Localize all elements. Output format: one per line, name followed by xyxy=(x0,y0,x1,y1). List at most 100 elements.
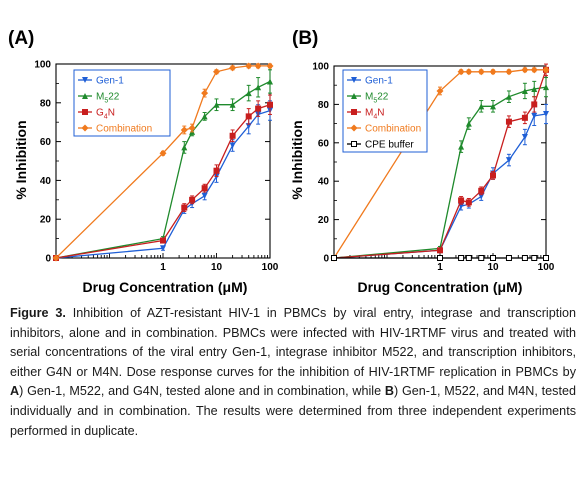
data-point xyxy=(465,255,472,261)
legend-marker xyxy=(351,93,357,99)
caption-text-1: Inhibition of AZT-resistant HIV-1 in PBM… xyxy=(10,306,576,379)
caption-figure-label: Figure 3. xyxy=(10,306,66,320)
x-tick-label: 100 xyxy=(262,262,279,273)
series-line xyxy=(55,65,270,259)
data-point xyxy=(458,197,465,204)
data-point xyxy=(521,87,528,94)
data-point xyxy=(490,172,496,179)
data-point xyxy=(245,113,252,120)
data-point xyxy=(213,101,220,108)
data-point xyxy=(229,101,236,108)
data-point xyxy=(478,187,485,194)
panel-a-x-axis-label: Drug Concentration (μM) xyxy=(83,279,248,295)
data-point xyxy=(245,90,252,97)
legend-marker xyxy=(82,77,88,83)
legend: Gen-1 M522 G4N Combination xyxy=(73,69,171,137)
legend-item: Gen-1 xyxy=(78,76,124,87)
data-point xyxy=(181,144,188,151)
legend-label: Gen-1 xyxy=(96,76,124,87)
y-tick-label: 40 xyxy=(318,177,330,188)
data-point xyxy=(465,120,472,127)
data-point xyxy=(189,196,196,203)
caption-text-2: ) Gen-1, M522, and G4N, tested alone and… xyxy=(19,384,385,399)
y-tick-label: 40 xyxy=(40,176,52,187)
data-point xyxy=(229,142,236,149)
data-point xyxy=(213,167,220,174)
series-line xyxy=(333,86,547,259)
data-point xyxy=(201,185,208,192)
legend-marker xyxy=(82,93,88,99)
data-point xyxy=(542,66,550,74)
data-point xyxy=(436,87,444,95)
data-point xyxy=(213,68,220,76)
data-point xyxy=(521,134,528,141)
series-line xyxy=(55,104,271,259)
data-point xyxy=(331,255,337,261)
data-point xyxy=(465,68,473,76)
series-cpe-buffer xyxy=(331,255,549,261)
figure-3: (A) % Inhibition Drug Concentration (μM)… xyxy=(8,28,555,295)
legend-item: M522 xyxy=(347,92,389,105)
data-point xyxy=(229,64,237,72)
legend-marker xyxy=(81,124,89,132)
panel-b-label: (B) xyxy=(292,28,318,49)
legend-item: CPE buffer xyxy=(347,140,414,151)
series-line xyxy=(333,113,547,259)
x-tick-label: 1 xyxy=(160,262,166,273)
data-point xyxy=(478,255,485,261)
y-tick-label: 20 xyxy=(40,215,52,226)
x-tick-label: 1 xyxy=(437,262,443,273)
legend-item: M522 xyxy=(78,92,120,105)
data-point xyxy=(505,157,512,164)
data-point xyxy=(254,62,262,70)
legend-item: M4N xyxy=(347,108,384,121)
legend-item: Gen-1 xyxy=(347,76,393,87)
data-point xyxy=(267,101,273,108)
data-point xyxy=(478,103,485,110)
panel-b-x-axis-label: Drug Concentration (μM) xyxy=(358,279,523,295)
data-point xyxy=(505,255,512,261)
legend-label: Combination xyxy=(96,124,152,135)
legend-marker xyxy=(350,124,358,132)
data-point xyxy=(531,86,538,93)
data-point xyxy=(437,247,443,254)
data-point xyxy=(465,199,472,206)
data-point xyxy=(505,118,512,125)
data-point xyxy=(521,66,529,74)
legend-item: Combination xyxy=(347,124,421,135)
y-tick-label: 60 xyxy=(40,137,52,148)
data-point xyxy=(521,255,528,261)
y-tick-label: 100 xyxy=(34,60,51,71)
data-point xyxy=(437,255,443,261)
series-line xyxy=(333,69,546,259)
panel-a-plot: 0 20 40 60 80 100 1 10 100 Gen-1 M522 G4N Combinatio… xyxy=(34,60,278,274)
data-point xyxy=(505,68,513,76)
series-line xyxy=(333,69,547,259)
data-point xyxy=(201,89,209,97)
caption-panel-a-ref: A xyxy=(10,384,20,399)
legend-label: M4N xyxy=(365,108,384,121)
data-point xyxy=(543,111,549,117)
legend-label: Gen-1 xyxy=(365,76,393,87)
data-point xyxy=(458,255,465,261)
y-tick-label: 0 xyxy=(45,254,51,265)
data-point xyxy=(543,255,549,261)
data-point xyxy=(255,84,262,91)
legend-label: M522 xyxy=(96,92,120,105)
series-combination xyxy=(52,62,274,262)
legend-marker xyxy=(351,141,357,147)
x-tick-label: 10 xyxy=(211,262,223,273)
legend-label: G4N xyxy=(96,108,115,121)
data-point xyxy=(229,132,236,139)
data-point xyxy=(489,68,497,76)
panel-a-label: (A) xyxy=(8,28,34,49)
legend: Gen-1 M522 M4N Combination CPE buffer xyxy=(342,69,428,153)
y-tick-label: 100 xyxy=(312,62,329,73)
data-point xyxy=(521,114,528,121)
legend-label: CPE buffer xyxy=(365,140,414,151)
caption-panel-b-ref: B xyxy=(384,384,394,399)
data-point xyxy=(458,143,465,150)
data-point xyxy=(505,93,512,100)
legend-item: G4N xyxy=(78,108,115,121)
data-point xyxy=(255,105,262,112)
